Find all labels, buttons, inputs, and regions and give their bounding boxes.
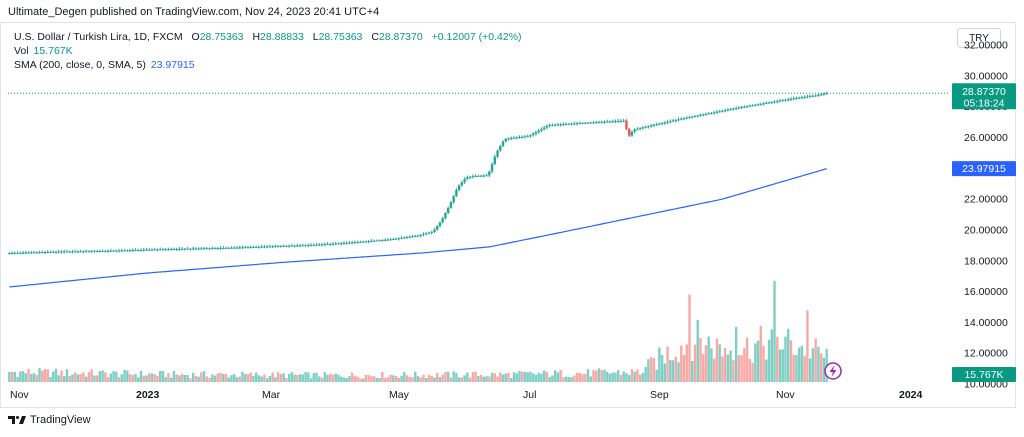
sma-value: 23.97915: [150, 59, 195, 71]
legend-volume-row: Vol 15.767K: [14, 44, 522, 58]
open-label: O: [191, 31, 200, 43]
close-label: C: [371, 31, 379, 43]
high-label: H: [252, 31, 261, 43]
symbol-title[interactable]: U.S. Dollar / Turkish Lira, 1D, FXCM: [14, 31, 183, 43]
low-label: L: [312, 31, 319, 43]
chart-frame: [0, 22, 1016, 408]
low-value: 28.75363: [318, 31, 363, 43]
volume-value: 15.767K: [33, 45, 73, 57]
open-value: 28.75363: [199, 31, 244, 43]
volume-label[interactable]: Vol: [14, 45, 29, 57]
currency-button[interactable]: TRY: [957, 28, 1001, 48]
legend-sma-row: SMA (200, close, 0, SMA, 5) 23.97915: [14, 58, 522, 72]
chart-legend: U.S. Dollar / Turkish Lira, 1D, FXCM O28…: [14, 30, 522, 72]
tradingview-brand[interactable]: TradingView: [8, 414, 91, 426]
close-value: 28.87370: [378, 31, 423, 43]
change-value: +0.12007 (+0.42%): [431, 31, 522, 43]
legend-ohlc-row: U.S. Dollar / Turkish Lira, 1D, FXCM O28…: [14, 30, 522, 44]
published-line: Ultimate_Degen published on TradingView.…: [8, 6, 380, 18]
sma-label[interactable]: SMA (200, close, 0, SMA, 5): [14, 59, 146, 71]
high-value: 28.88833: [260, 31, 304, 43]
tradingview-logo-icon: [8, 416, 26, 424]
brand-text: TradingView: [30, 414, 91, 426]
